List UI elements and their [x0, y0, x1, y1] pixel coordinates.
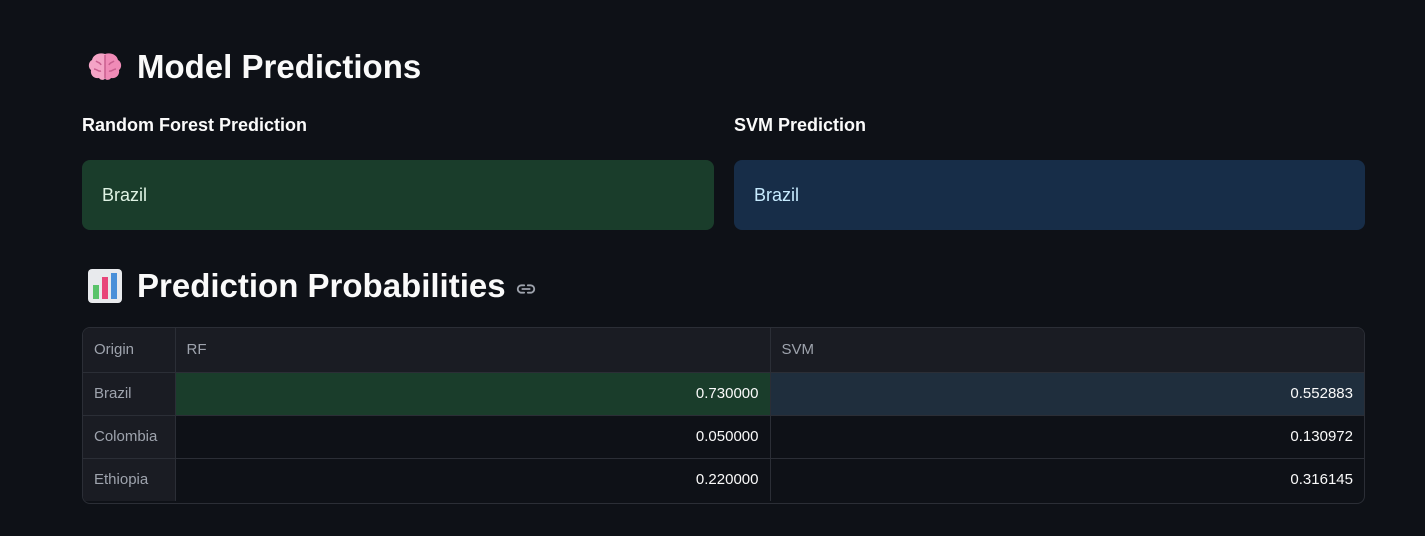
prediction-probabilities-heading: Prediction Probabilities [86, 266, 537, 306]
row-origin[interactable]: Colombia [83, 415, 176, 459]
cell-rf[interactable]: 0.050000 [175, 415, 771, 459]
model-predictions-title: Model Predictions [137, 48, 422, 85]
probabilities-table[interactable]: Origin RF SVM Brazil 0.730000 0.552883 C… [82, 327, 1365, 504]
rf-prediction-box: Brazil [82, 160, 714, 230]
row-origin[interactable]: Ethiopia [83, 458, 176, 501]
cell-svm[interactable]: 0.552883 [770, 372, 1364, 416]
svm-prediction-value: Brazil [754, 184, 800, 205]
bar-chart-icon [88, 269, 122, 303]
svm-prediction-box: Brazil [734, 160, 1365, 230]
cell-svm[interactable]: 0.316145 [1290, 471, 1353, 489]
cell-rf[interactable]: 0.730000 [175, 372, 771, 416]
table-row: Ethiopia 0.220000 0.316145 [83, 458, 1364, 501]
row-origin[interactable]: Brazil [83, 372, 176, 416]
table-header-row: Origin RF SVM [83, 328, 1364, 373]
cell-rf[interactable]: 0.220000 [175, 458, 771, 501]
rf-prediction-label: Random Forest Prediction [82, 115, 308, 135]
column-header-rf[interactable]: RF [175, 328, 771, 373]
table-row: Colombia 0.050000 0.130972 [83, 415, 1364, 459]
table-row: Brazil 0.730000 0.552883 [83, 372, 1364, 416]
link-icon[interactable] [515, 278, 537, 300]
cell-svm[interactable]: 0.130972 [770, 415, 1364, 459]
rf-prediction-value: Brazil [102, 184, 148, 205]
column-header-svm[interactable]: SVM [770, 328, 1364, 373]
svm-prediction-label: SVM Prediction [734, 115, 867, 135]
column-header-origin[interactable]: Origin [83, 328, 176, 373]
prediction-probabilities-title: Prediction Probabilities [137, 267, 506, 304]
model-predictions-heading: Model Predictions [86, 47, 421, 87]
brain-icon [88, 53, 122, 80]
